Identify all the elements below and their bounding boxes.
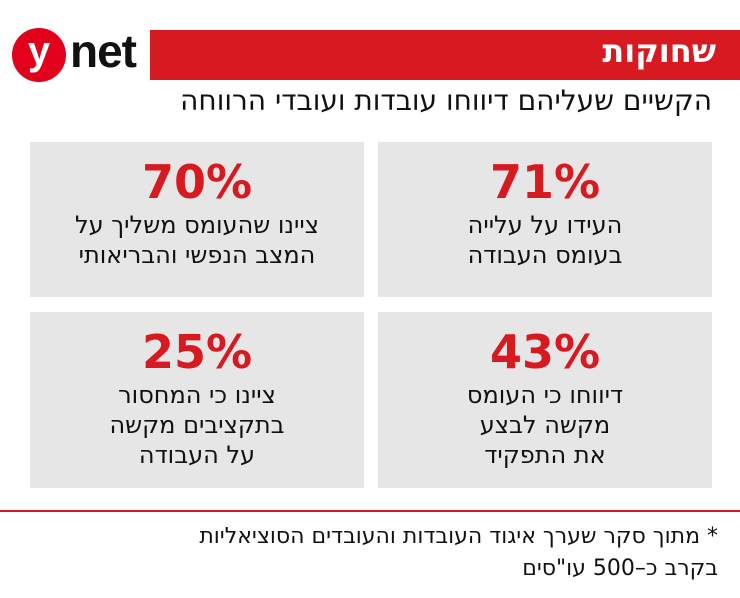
stat-text: בעומס העבודה (467, 241, 623, 269)
header-bar (150, 30, 740, 80)
stat-card: 43% דיווחו כי העומס מקשה לבצע את התפקיד (378, 312, 712, 488)
title: הקשיים שעליהם דיווחו עובדות ועובדי הרווח… (180, 84, 712, 117)
stat-text: העידו על עלייה (467, 211, 623, 239)
stat-value: 70% (141, 155, 253, 209)
stat-text: בתקציבים מקשה (109, 411, 285, 439)
stat-value: 25% (141, 325, 253, 379)
stat-text: דיווחו כי העומס (466, 381, 624, 409)
stat-text: ציינו שהעומס משליך על (75, 211, 319, 239)
stat-text: ציינו כי המחסור (118, 381, 276, 409)
divider (0, 510, 740, 512)
footnote: בקרב כ–500 עו"סים (522, 556, 718, 581)
stat-text: על העבודה (138, 441, 256, 469)
section-title: שחוקות (602, 32, 716, 70)
stat-value: 43% (489, 325, 601, 379)
stat-card: 25% ציינו כי המחסור בתקציבים מקשה על העבודה (30, 312, 364, 488)
stat-text: המצב הנפשי והבריאותי (78, 241, 316, 269)
stat-card: 70% ציינו שהעומס משליך על המצב הנפשי והברי… (30, 142, 364, 297)
footnote: * מתוך סקר שערך איגוד העובדות והעובדים ה… (199, 524, 718, 549)
stat-card: 71% העידו על עלייה בעומס העבודה (378, 142, 712, 297)
logo-net: net (70, 25, 137, 77)
logo-y: y (12, 28, 66, 82)
stat-value: 71% (489, 155, 601, 209)
stat-text: את התפקיד (484, 441, 606, 469)
stat-text: מקשה לבצע (479, 411, 611, 439)
